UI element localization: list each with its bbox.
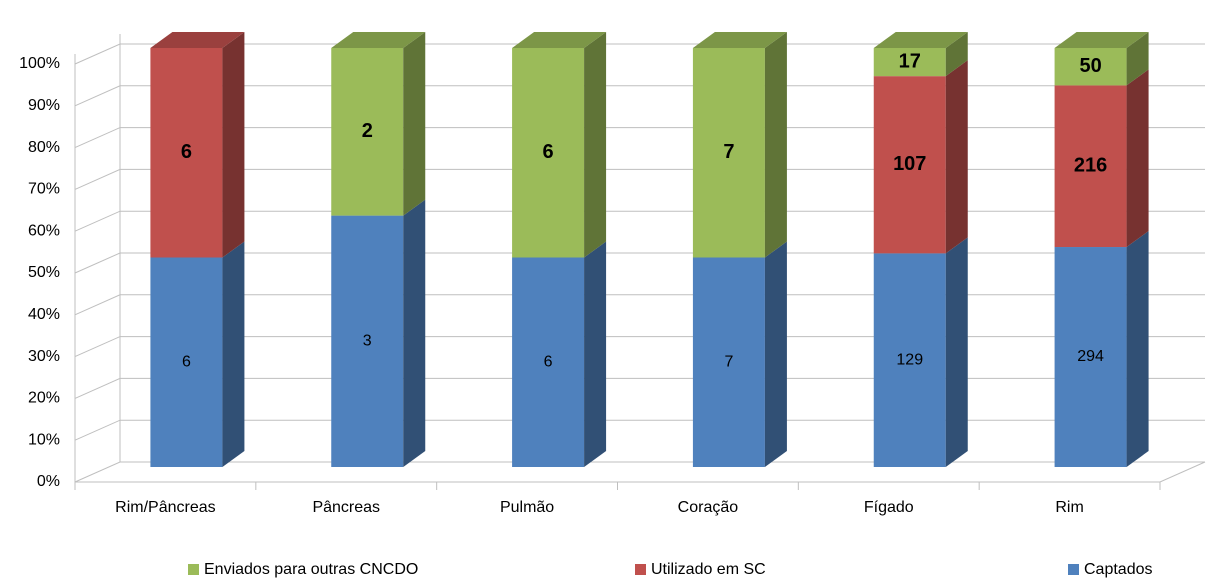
bar-side [1126,69,1149,248]
y-tick-label: 90% [28,97,60,114]
legend-label: Captados [1084,561,1153,578]
data-label: 3 [363,333,372,350]
x-tick-label: Rim [1055,499,1083,516]
y-tick-label: 70% [28,181,60,198]
x-tick-label: Pulmão [500,499,554,516]
y-tick-label: 30% [28,348,60,365]
grid-line [74,461,1205,483]
grid-line [74,168,1205,190]
grid-line [74,43,1205,65]
bar-top [873,32,968,48]
bar-side [945,32,968,77]
bar-segment [873,48,946,77]
data-label: 6 [544,353,553,370]
x-tick-label: Coração [678,499,739,516]
grid-line [74,210,1205,232]
bar-side [222,241,245,467]
bar-side [945,60,968,254]
bar-side [764,241,787,467]
bar-segment [150,48,223,258]
bar-top [512,32,607,48]
floor [75,461,1206,483]
grid-line [74,294,1205,316]
y-tick-label: 40% [28,306,60,323]
y-tick-label: 100% [19,55,60,72]
bar-side [945,237,968,467]
x-tick-label: Rim/Pâncreas [115,499,215,516]
bar-segment [1054,247,1127,467]
data-label: 107 [893,153,926,175]
y-tick-label: 20% [28,390,60,407]
grid-line [74,336,1205,358]
data-label: 294 [1077,348,1104,365]
bar-side [584,241,607,467]
bar-segment [331,48,404,216]
bar-top [1054,32,1149,48]
bar-segment [1054,85,1127,248]
bar-side [584,32,607,258]
grid-line [74,252,1205,274]
data-label: 17 [899,50,921,72]
bar-segment [150,257,223,467]
grid-line [74,377,1205,399]
data-label: 6 [543,141,554,163]
bar-side [403,199,426,467]
y-tick-label: 10% [28,431,60,448]
bar-segment [331,215,404,467]
y-tick-label: 60% [28,222,60,239]
legend-swatch [188,564,199,575]
legend-label: Enviados para outras CNCDO [204,561,418,578]
x-tick-label: Pâncreas [312,499,380,516]
bar-segment [692,48,765,258]
bar-segment [512,257,585,467]
bar-side [764,32,787,258]
data-label: 6 [182,353,191,370]
data-label: 7 [723,141,734,163]
bar-top [692,32,787,48]
data-label: 6 [181,141,192,163]
data-label: 7 [724,353,733,370]
data-label: 50 [1079,55,1101,77]
bar-segment [1054,48,1127,86]
bar-side [1126,231,1149,467]
data-label: 2 [362,120,373,142]
legend-swatch [635,564,646,575]
y-tick-label: 80% [28,139,60,156]
bar-side [222,32,245,258]
y-tick-label: 50% [28,264,60,281]
bar-segment [692,257,765,467]
bar-segment [512,48,585,258]
bar-side [403,32,426,216]
data-label: 129 [896,351,923,368]
bar-segment [873,253,946,467]
legend-swatch [1068,564,1079,575]
x-tick-label: Fígado [864,499,914,516]
bar-segment [873,76,946,254]
bar-top [331,32,426,48]
grid-line [74,127,1205,149]
data-label: 216 [1074,154,1107,176]
bar-top [150,32,245,48]
grid-line [74,419,1205,441]
bar-side [1126,32,1149,86]
y-tick-label: 0% [37,473,60,490]
legend-label: Utilizado em SC [651,561,766,578]
grid-line [74,85,1205,107]
